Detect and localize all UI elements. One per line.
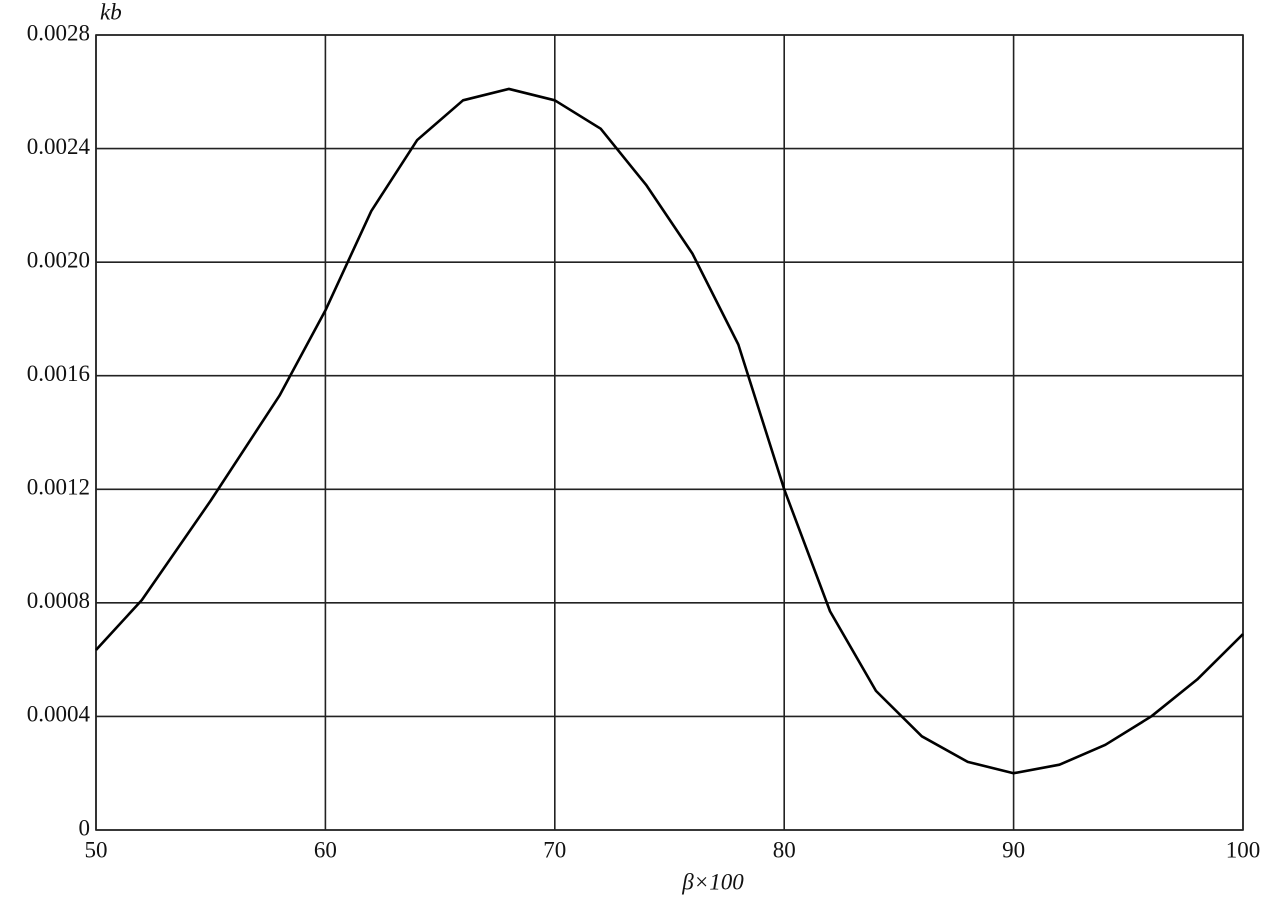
x-tick-label: 80 [773,837,796,862]
y-tick-label: 0.0016 [27,361,90,386]
data-line [95,87,1244,775]
y-tick-label: 0.0004 [27,702,91,727]
x-tick-label: 60 [314,837,337,862]
y-axis-label: kb [100,0,122,24]
x-tick-label: 50 [85,837,108,862]
y-tick-label: 0.0008 [27,588,90,613]
x-tick-label: 70 [543,837,566,862]
y-tick-label: 0.0012 [27,475,90,500]
x-tick-label: 100 [1226,837,1261,862]
x-axis-label: β×100 [681,869,744,894]
y-tick-label: 0.0024 [27,134,91,159]
y-tick-label: 0.0020 [27,247,90,272]
x-tick-label: 90 [1002,837,1025,862]
plot-frame [95,34,1244,831]
y-tick-label: 0 [79,815,91,840]
y-tick-label: 0.0028 [27,20,90,45]
